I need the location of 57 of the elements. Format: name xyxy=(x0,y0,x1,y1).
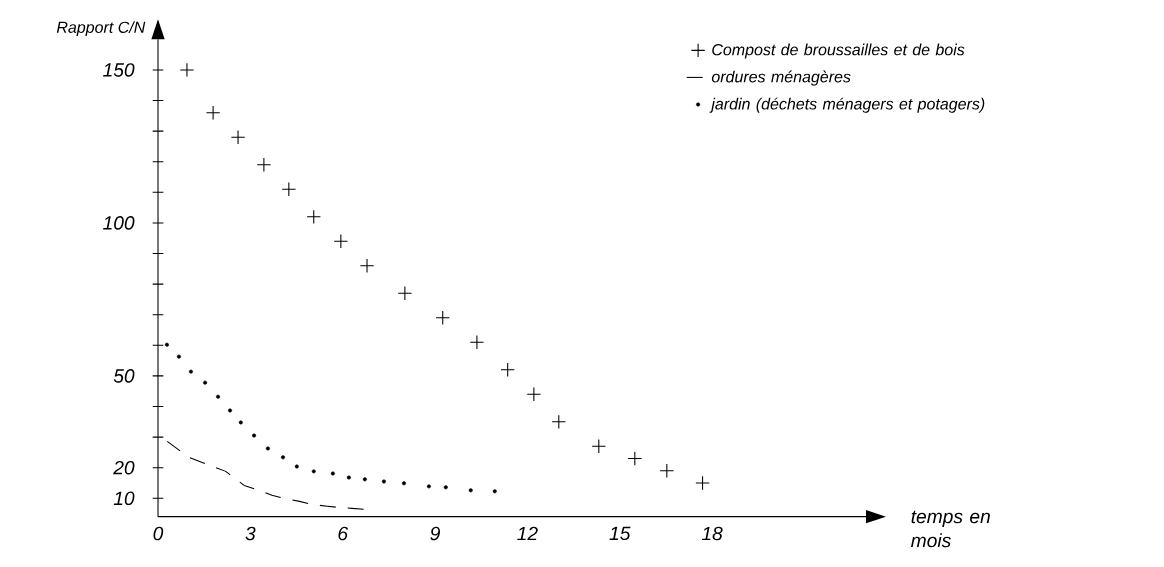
point xyxy=(401,481,406,486)
y-axis-title: Rapport C/N xyxy=(56,21,146,37)
point xyxy=(216,394,221,399)
y-tick-label: 10 xyxy=(113,491,135,506)
point xyxy=(695,475,710,491)
x-tick-label: 3 xyxy=(245,526,256,541)
point xyxy=(164,342,169,347)
legend-label: ordures ménagères xyxy=(711,70,851,86)
point xyxy=(188,369,193,374)
point xyxy=(228,408,233,413)
point xyxy=(252,433,257,438)
point xyxy=(256,157,272,173)
point xyxy=(280,455,285,460)
point xyxy=(265,446,270,451)
point xyxy=(397,286,413,301)
point xyxy=(492,489,497,494)
point xyxy=(176,354,181,359)
point xyxy=(306,209,321,225)
point xyxy=(381,479,386,484)
point xyxy=(203,380,208,385)
point xyxy=(468,488,473,493)
point xyxy=(426,484,431,489)
point xyxy=(294,464,299,469)
point xyxy=(551,414,566,430)
point xyxy=(281,182,297,197)
point xyxy=(591,439,607,454)
point xyxy=(205,105,221,121)
point xyxy=(230,130,246,145)
x-tick-label: 0 xyxy=(153,526,164,541)
legend-label: jardin (déchets ménagers et potagers) xyxy=(709,97,985,113)
y-tick-label: 100 xyxy=(103,216,135,230)
x-tick-label: 12 xyxy=(517,526,538,541)
point xyxy=(179,62,195,78)
x-tick-label: 15 xyxy=(609,526,631,541)
legend-label: Compost de broussailles et de bois xyxy=(712,43,965,59)
point xyxy=(238,420,243,425)
point xyxy=(333,234,349,249)
y-tick-label: 50 xyxy=(113,369,135,383)
point xyxy=(469,335,485,350)
point xyxy=(359,258,375,274)
point xyxy=(627,451,643,466)
x-tick-label: 18 xyxy=(701,526,723,541)
point xyxy=(362,477,367,482)
x-tick-label: 9 xyxy=(430,526,440,541)
point xyxy=(435,310,450,326)
point xyxy=(500,362,515,378)
point xyxy=(330,471,335,476)
point xyxy=(346,475,351,480)
point xyxy=(443,485,448,490)
y-tick-label: 20 xyxy=(113,461,135,475)
point xyxy=(311,469,316,474)
point xyxy=(526,387,542,402)
x-axis-title: temps en mois xyxy=(911,510,990,548)
point xyxy=(659,463,675,479)
y-tick-label: 150 xyxy=(103,63,135,77)
x-tick-label: 6 xyxy=(338,526,349,541)
line-series xyxy=(166,441,365,511)
